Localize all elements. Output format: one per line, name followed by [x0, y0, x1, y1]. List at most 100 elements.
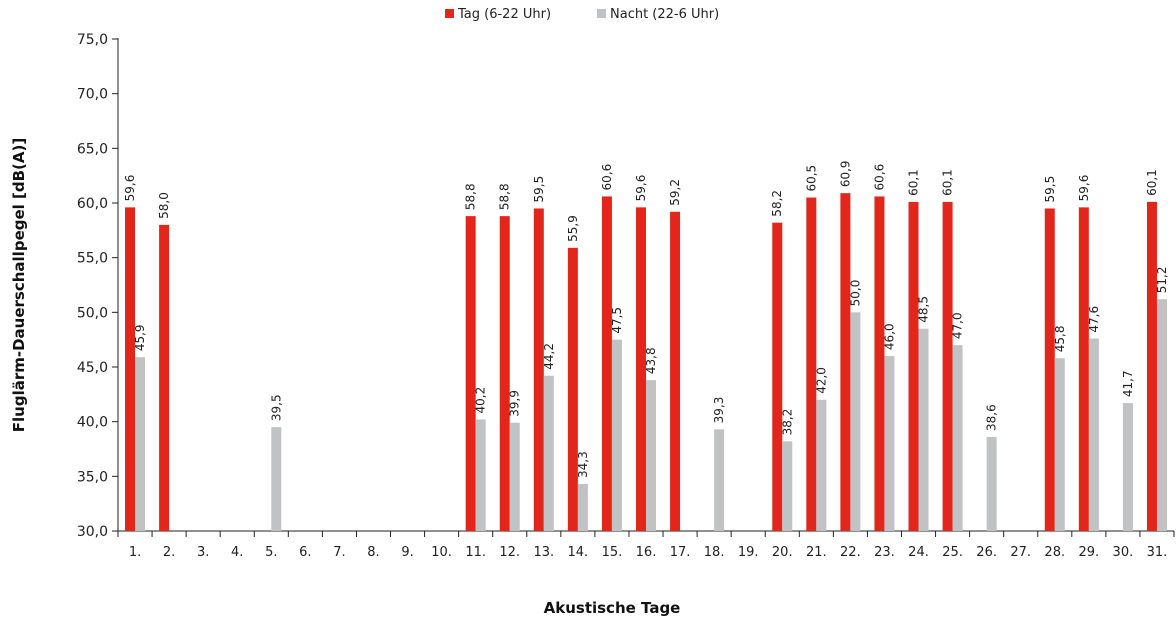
x-tick-label: 9.: [401, 545, 413, 560]
bar-tag-21: [806, 197, 817, 532]
y-tick-label: 40,0: [77, 415, 108, 431]
data-label: 60,9: [838, 160, 852, 187]
data-label: 59,6: [634, 175, 648, 202]
x-tick-label: 26.: [976, 545, 997, 560]
bar-tag-24: [908, 201, 919, 531]
y-tick-label: 55,0: [77, 251, 108, 267]
data-label: 50,0: [848, 280, 862, 307]
data-label: 39,9: [508, 390, 522, 417]
data-label: 60,6: [600, 164, 614, 191]
bar-tag-14: [567, 247, 578, 531]
x-tick-label: 22.: [840, 545, 861, 560]
y-axis-title: Fluglärm-Dauerschallpegel [dB(A)]: [10, 138, 28, 432]
bar-tag-12: [499, 216, 510, 531]
bar-nacht-5: [271, 427, 282, 531]
legend: Tag (6-22 Uhr) Nacht (22-6 Uhr): [445, 7, 719, 22]
legend-swatch-nacht: [597, 9, 606, 18]
data-label: 46,0: [882, 323, 896, 350]
data-label: 55,9: [566, 215, 580, 242]
bar-tag-20: [772, 222, 783, 531]
y-tick-label: 65,0: [77, 141, 108, 157]
x-tick-label: 13.: [533, 545, 554, 560]
legend-label-tag: Tag (6-22 Uhr): [457, 7, 551, 22]
bar-tag-2: [159, 224, 170, 531]
bar-nacht-11: [475, 419, 486, 531]
bar-nacht-12: [509, 422, 520, 531]
y-tick-label: 50,0: [77, 305, 108, 321]
y-tick-label: 35,0: [77, 469, 108, 485]
data-label: 58,0: [157, 192, 171, 219]
data-label: 48,5: [917, 296, 931, 323]
bar-tag-1: [125, 207, 136, 531]
data-label: 59,5: [1043, 176, 1057, 203]
y-tick-label: 45,0: [77, 360, 108, 376]
x-tick-label: 2.: [163, 545, 175, 560]
bar-nacht-30: [1122, 403, 1133, 531]
x-axis-title: Akustische Tage: [544, 599, 681, 617]
bar-nacht-22: [850, 312, 861, 531]
x-tick-label: 15.: [602, 545, 623, 560]
bar-tag-23: [874, 196, 885, 531]
data-label: 42,0: [814, 367, 828, 394]
bar-nacht-23: [884, 356, 895, 531]
x-tick-label: 19.: [738, 545, 759, 560]
data-label: 45,9: [133, 324, 147, 351]
x-tick-label: 6.: [299, 545, 311, 560]
legend-swatch-tag: [445, 9, 454, 18]
x-tick-label: 17.: [670, 545, 691, 560]
x-tick-label: 24.: [908, 545, 929, 560]
x-tick-label: 8.: [367, 545, 379, 560]
x-tick-label: 25.: [942, 545, 963, 560]
data-label: 58,2: [770, 190, 784, 217]
y-tick-label: 75,0: [77, 32, 108, 48]
x-tick-label: 29.: [1078, 545, 1099, 560]
bar-tag-29: [1078, 207, 1089, 531]
data-label: 51,2: [1155, 266, 1169, 293]
data-label: 43,8: [644, 347, 658, 374]
x-tick-label: 30.: [1113, 545, 1134, 560]
data-label: 58,8: [498, 183, 512, 210]
x-tick-label: 16.: [636, 545, 657, 560]
x-tick-label: 18.: [704, 545, 725, 560]
data-label: 59,6: [123, 175, 137, 202]
bar-tag-16: [636, 207, 646, 531]
bar-nacht-1: [135, 357, 146, 531]
x-tick-label: 11.: [465, 545, 486, 560]
data-label: 39,5: [269, 394, 283, 421]
bar-nacht-28: [1054, 358, 1065, 531]
data-label: 40,2: [474, 387, 488, 414]
bar-nacht-24: [918, 328, 929, 531]
bar-nacht-13: [543, 375, 554, 531]
bar-nacht-21: [816, 399, 827, 531]
bar-nacht-25: [952, 345, 963, 531]
x-tick-label: 27.: [1010, 545, 1031, 560]
bar-tag-17: [670, 211, 681, 531]
data-label: 60,1: [941, 169, 955, 196]
data-label: 59,5: [532, 176, 546, 203]
bar-tag-13: [533, 208, 544, 531]
data-label: 60,5: [804, 165, 818, 192]
bar-tag-22: [840, 193, 851, 531]
plot-area: 30,0 35,0 40,0 45,0 50,0 55,0 60,0 65,0 70,0 75,0…: [77, 32, 1175, 560]
data-label: 59,6: [1077, 175, 1091, 202]
x-tick-label: 7.: [333, 545, 345, 560]
data-label: 47,5: [610, 307, 624, 334]
bar-nacht-16: [646, 380, 656, 531]
data-label: 59,2: [668, 179, 682, 206]
y-tick-label: 70,0: [77, 87, 108, 103]
data-label: 45,8: [1053, 326, 1067, 353]
bar-nacht-18: [714, 429, 725, 531]
bar-tag-28: [1044, 208, 1055, 531]
legend-label-nacht: Nacht (22-6 Uhr): [610, 7, 719, 22]
bar-tag-31: [1146, 201, 1157, 531]
bar-nacht-31: [1156, 299, 1167, 531]
bar-nacht-15: [611, 339, 622, 531]
data-label: 34,3: [576, 451, 590, 478]
x-tick-label: 12.: [499, 545, 520, 560]
bar-nacht-29: [1088, 338, 1099, 531]
data-label: 60,6: [872, 164, 886, 191]
x-tick-label: 28.: [1044, 545, 1065, 560]
x-tick-label: 20.: [772, 545, 793, 560]
y-tick-label: 30,0: [77, 524, 108, 540]
